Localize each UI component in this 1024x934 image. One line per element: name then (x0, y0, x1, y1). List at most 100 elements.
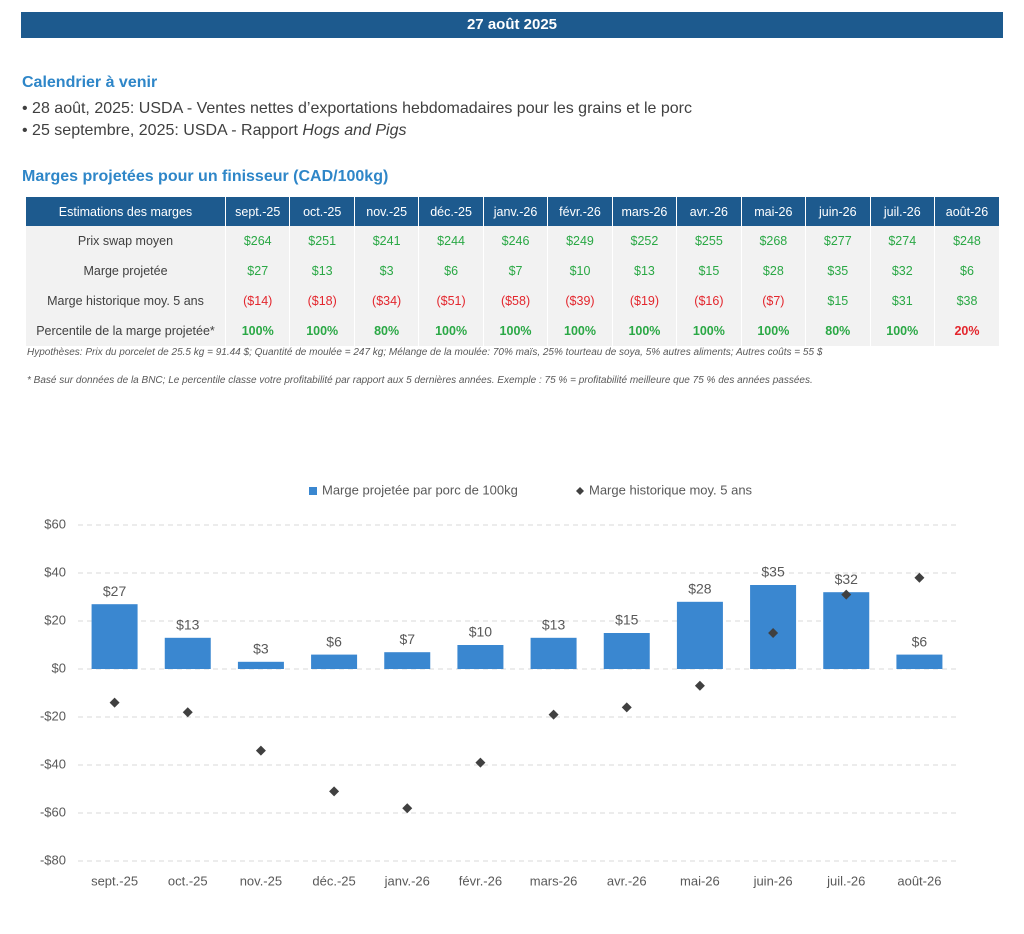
header-cell: mars-26 (611, 197, 677, 226)
table-title: Marges projetées pour un finisseur (CAD/… (22, 168, 389, 185)
y-tick-label: -$20 (40, 708, 66, 723)
cell: 100% (869, 316, 935, 346)
x-tick-label: juin-26 (753, 873, 793, 888)
cell: 100% (611, 316, 677, 346)
row-label: Percentile de la marge projetée* (25, 316, 226, 346)
x-tick-label: janv.-26 (384, 873, 430, 888)
data-label: $10 (469, 624, 493, 640)
x-tick-label: sept.-25 (91, 873, 138, 888)
bar (896, 654, 943, 669)
data-label: $6 (326, 633, 342, 649)
chart: -$80 -$60 -$40 -$20 $0 $20 $40 $60 sept.-25 oct.-… (40, 482, 956, 888)
point (329, 786, 340, 797)
bar (91, 604, 138, 669)
y-tick-label: -$80 (40, 852, 66, 867)
cell: ($16) (676, 286, 742, 316)
cell: $264 (224, 226, 290, 256)
header-cell: févr.-26 (547, 197, 613, 226)
bar (311, 654, 358, 669)
table-row: Marge projetée $27 $13 $3 $6 $7 $10 $13 $15 $28 $3… (25, 256, 999, 286)
point (694, 680, 705, 691)
data-label: $7 (399, 631, 415, 647)
header-cell: janv.-26 (482, 197, 548, 226)
cell: $15 (676, 256, 742, 286)
point (402, 803, 413, 814)
cell: ($7) (740, 286, 806, 316)
bar (457, 645, 504, 669)
x-tick-label: avr.-26 (607, 873, 647, 888)
y-tick-label: -$40 (40, 756, 66, 771)
data-label: $13 (542, 617, 566, 633)
x-tick-label: déc.-25 (312, 873, 355, 888)
cell: $274 (869, 226, 935, 256)
data-label: $6 (912, 633, 928, 649)
point (768, 628, 779, 638)
cell: $32 (869, 256, 935, 286)
item-text: 25 septembre, 2025: USDA - Rapport (32, 122, 298, 139)
calendar-item: 28 août, 2025: USDA - Ventes nettes d’ex… (22, 98, 692, 120)
calendar-title: Calendrier à venir (22, 74, 158, 91)
cell: ($14) (224, 286, 290, 316)
bar (164, 637, 211, 669)
note: Hypothèses: Prix du porcelet de 25.5 kg … (27, 347, 823, 358)
table-row: Prix swap moyen $264 $251 $241 $244 $246 $249 $… (25, 226, 999, 256)
legend-label: Marge projetée par porc de 100kg (322, 482, 518, 497)
cell: $13 (289, 256, 355, 286)
cell: $277 (805, 226, 871, 256)
cell: $35 (805, 256, 871, 286)
y-tick-label: $0 (52, 660, 66, 675)
margin-table: Estimations des marges sept.-25 oct.-25 nov… (25, 197, 999, 346)
point (255, 745, 266, 756)
x-tick-label: nov.-25 (240, 873, 282, 888)
bar (384, 652, 431, 669)
y-tick-label: -$60 (40, 804, 66, 819)
header-cell: mai-26 (740, 197, 806, 226)
cell: $7 (482, 256, 548, 286)
bar (676, 601, 723, 669)
calendar-list: 28 août, 2025: USDA - Ventes nettes d’ex… (22, 98, 692, 142)
row-label: Prix swap moyen (25, 226, 226, 256)
y-tick-label: $40 (44, 564, 66, 579)
header-cell: juin-26 (805, 197, 871, 226)
table-row: Percentile de la marge projetée* 100% 100%… (25, 316, 999, 346)
cell: 100% (482, 316, 548, 346)
data-label: $35 (761, 564, 785, 580)
cell: $241 (353, 226, 419, 256)
row-label: Marge projetée (25, 256, 226, 286)
cell: ($58) (482, 286, 548, 316)
data-label: $27 (103, 583, 127, 599)
header-cell: Estimations des marges (25, 197, 226, 226)
cell: 100% (418, 316, 484, 346)
cell: $3 (353, 256, 419, 286)
legend-label: Marge historique moy. 5 ans (589, 482, 753, 497)
point (475, 757, 486, 768)
cell: $28 (740, 256, 806, 286)
cell: $6 (418, 256, 484, 286)
point (109, 697, 120, 708)
cell: $268 (740, 226, 806, 256)
cell: $38 (933, 286, 999, 316)
cell: 100% (547, 316, 613, 346)
cell: 80% (353, 316, 419, 346)
cell: $6 (933, 256, 999, 286)
cell: $246 (482, 226, 548, 256)
cell: $27 (224, 256, 290, 286)
bar (603, 633, 650, 669)
cell: 20% (933, 316, 999, 346)
point (182, 707, 193, 718)
item-text: 28 août, 2025: USDA - Ventes nettes d’ex… (32, 100, 693, 117)
date-header: 27 août 2025 (21, 12, 1003, 38)
note: * Basé sur données de la BNC; Le percent… (27, 375, 813, 386)
cell: $255 (676, 226, 742, 256)
header-cell: nov.-25 (353, 197, 419, 226)
header-cell: oct.-25 (289, 197, 355, 226)
legend-swatch (576, 487, 584, 495)
cell: 100% (740, 316, 806, 346)
cell: ($34) (353, 286, 419, 316)
cell: $252 (611, 226, 677, 256)
x-tick-label: août-26 (897, 873, 941, 888)
cell: ($19) (611, 286, 677, 316)
x-tick-label: mars-26 (530, 873, 578, 888)
cell: 80% (805, 316, 871, 346)
header-cell: avr.-26 (676, 197, 742, 226)
